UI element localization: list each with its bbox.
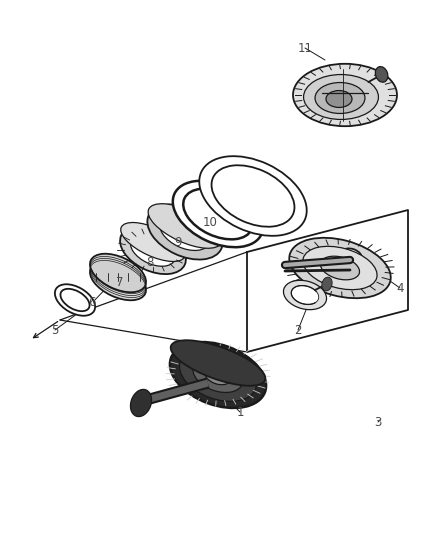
- Ellipse shape: [55, 284, 95, 316]
- Ellipse shape: [303, 246, 377, 289]
- Ellipse shape: [159, 214, 210, 251]
- Ellipse shape: [131, 390, 152, 417]
- Ellipse shape: [148, 204, 222, 248]
- Text: 8: 8: [146, 255, 154, 269]
- Ellipse shape: [205, 365, 232, 385]
- Ellipse shape: [375, 67, 388, 82]
- Text: 7: 7: [116, 276, 124, 288]
- Ellipse shape: [321, 256, 360, 280]
- Ellipse shape: [315, 83, 365, 114]
- Ellipse shape: [171, 340, 265, 386]
- Ellipse shape: [212, 165, 294, 227]
- Ellipse shape: [343, 248, 362, 262]
- Text: 5: 5: [51, 324, 59, 336]
- Text: 3: 3: [374, 416, 381, 429]
- Text: 2: 2: [294, 324, 302, 336]
- Ellipse shape: [120, 226, 186, 274]
- Ellipse shape: [289, 238, 391, 298]
- Ellipse shape: [304, 75, 378, 119]
- Ellipse shape: [183, 189, 253, 239]
- Ellipse shape: [199, 156, 307, 236]
- Ellipse shape: [293, 64, 397, 126]
- Ellipse shape: [170, 342, 266, 408]
- Ellipse shape: [131, 234, 176, 266]
- Ellipse shape: [147, 205, 223, 260]
- Ellipse shape: [60, 289, 89, 311]
- Text: 1: 1: [236, 406, 244, 418]
- Ellipse shape: [322, 277, 332, 291]
- Text: 9: 9: [174, 236, 182, 248]
- Text: 6: 6: [88, 296, 96, 310]
- Ellipse shape: [283, 280, 327, 310]
- Text: 10: 10: [202, 215, 217, 229]
- Ellipse shape: [90, 262, 146, 300]
- Text: 4: 4: [396, 281, 404, 295]
- Text: 11: 11: [297, 42, 312, 54]
- Ellipse shape: [326, 91, 352, 108]
- Ellipse shape: [180, 349, 257, 401]
- Ellipse shape: [339, 245, 366, 265]
- Ellipse shape: [173, 181, 263, 247]
- Ellipse shape: [291, 286, 319, 304]
- Ellipse shape: [121, 222, 185, 262]
- Ellipse shape: [193, 358, 243, 392]
- Ellipse shape: [90, 254, 146, 292]
